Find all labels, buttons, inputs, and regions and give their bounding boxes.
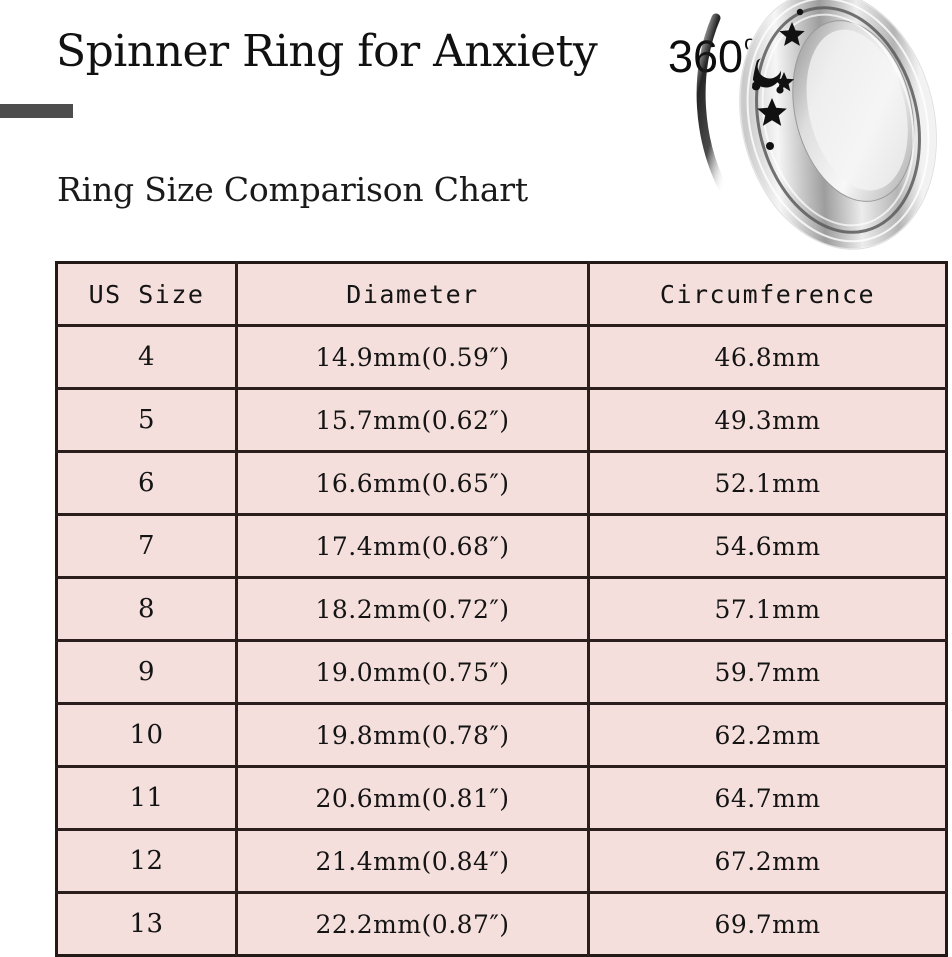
cell-us-size: 10 [56, 703, 238, 768]
table-header: US Size Diameter Circumference [56, 262, 947, 327]
cell-circumference: 69.7mm [588, 892, 947, 956]
page-title: Spinner Ring for Anxiety [56, 26, 598, 77]
cell-circumference: 49.3mm [588, 388, 947, 453]
cell-diameter: 15.7mm(0.62″) [236, 388, 590, 453]
column-header-us-size: US Size [56, 262, 238, 327]
column-header-diameter: Diameter [236, 262, 590, 327]
cell-us-size: 5 [56, 388, 238, 453]
cell-circumference: 46.8mm [588, 325, 947, 390]
cell-diameter: 14.9mm(0.59″) [236, 325, 590, 390]
table-header-row: US Size Diameter Circumference [56, 262, 947, 327]
cell-diameter: 21.4mm(0.84″) [236, 829, 590, 894]
rotation-badge: 360o [668, 24, 756, 83]
cell-circumference: 57.1mm [588, 577, 947, 642]
table-body: 4 14.9mm(0.59″) 46.8mm 5 15.7mm(0.62″) 4… [56, 325, 947, 956]
cell-diameter: 20.6mm(0.81″) [236, 766, 590, 831]
header-area: Spinner Ring for Anxiety 360o Ring Size … [0, 0, 952, 252]
column-header-circumference: Circumference [588, 262, 947, 327]
ring-size-chart: US Size Diameter Circumference 4 14.9mm(… [55, 261, 948, 957]
cell-us-size: 11 [56, 766, 238, 831]
rotation-badge-number: 360 [668, 31, 744, 82]
table-row: 7 17.4mm(0.68″) 54.6mm [56, 514, 947, 579]
cell-diameter: 19.0mm(0.75″) [236, 640, 590, 705]
table-row: 13 22.2mm(0.87″) 69.7mm [56, 892, 947, 956]
cell-diameter: 17.4mm(0.68″) [236, 514, 590, 579]
cell-us-size: 9 [56, 640, 238, 705]
table-row: 11 20.6mm(0.81″) 64.7mm [56, 766, 947, 831]
title-rule-divider [0, 104, 73, 118]
table-row: 8 18.2mm(0.72″) 57.1mm [56, 577, 947, 642]
cell-us-size: 4 [56, 325, 238, 390]
table-row: 9 19.0mm(0.75″) 59.7mm [56, 640, 947, 705]
cell-us-size: 12 [56, 829, 238, 894]
cell-circumference: 64.7mm [588, 766, 947, 831]
cell-circumference: 59.7mm [588, 640, 947, 705]
cell-diameter: 18.2mm(0.72″) [236, 577, 590, 642]
section-subtitle: Ring Size Comparison Chart [57, 170, 528, 209]
table-row: 4 14.9mm(0.59″) 46.8mm [56, 325, 947, 390]
cell-us-size: 7 [56, 514, 238, 579]
table-row: 10 19.8mm(0.78″) 62.2mm [56, 703, 947, 768]
cell-diameter: 22.2mm(0.87″) [236, 892, 590, 956]
table-row: 5 15.7mm(0.62″) 49.3mm [56, 388, 947, 453]
ring-size-table: US Size Diameter Circumference 4 14.9mm(… [55, 261, 948, 957]
cell-us-size: 6 [56, 451, 238, 516]
degree-symbol: o [744, 32, 756, 55]
cell-circumference: 67.2mm [588, 829, 947, 894]
cell-circumference: 52.1mm [588, 451, 947, 516]
cell-circumference: 54.6mm [588, 514, 947, 579]
table-row: 12 21.4mm(0.84″) 67.2mm [56, 829, 947, 894]
table-row: 6 16.6mm(0.65″) 52.1mm [56, 451, 947, 516]
cell-us-size: 8 [56, 577, 238, 642]
cell-us-size: 13 [56, 892, 238, 956]
cell-circumference: 62.2mm [588, 703, 947, 768]
cell-diameter: 16.6mm(0.65″) [236, 451, 590, 516]
cell-diameter: 19.8mm(0.78″) [236, 703, 590, 768]
